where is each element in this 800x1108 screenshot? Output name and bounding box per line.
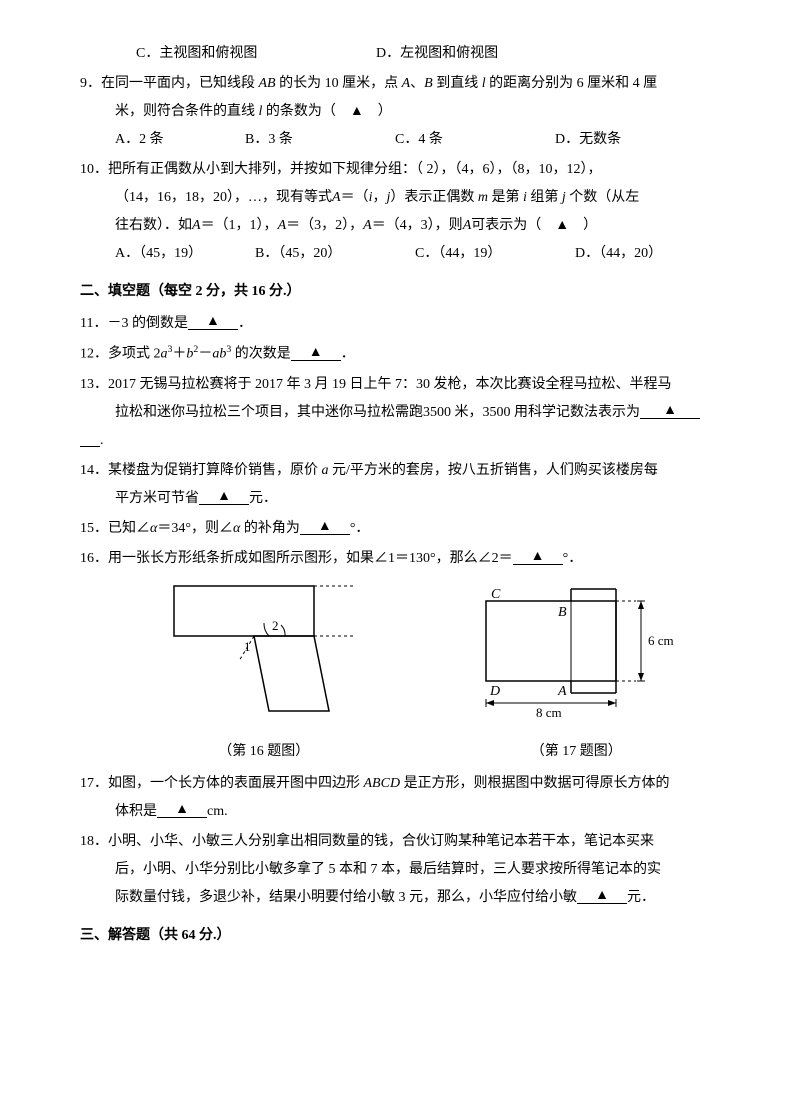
q9-opt-b: B．3 条 (245, 126, 395, 154)
q9-opt-c: C．4 条 (395, 126, 555, 154)
figures-row: 1 2 （第 16 题图） C B D A 8 cm (115, 581, 740, 766)
q16: 16．用一张长方形纸条折成如图所示图形，如果∠1＝130°，那么∠2＝▲°． (80, 545, 740, 573)
angle1-label: 1 (244, 639, 251, 654)
q10-opt-d: D．（44，20） (575, 240, 662, 268)
q11: 11．－3 的倒数是▲． (80, 310, 740, 338)
q10-opt-c: C．（44，19） (415, 240, 575, 268)
fig17: C B D A 8 cm 6 cm （第 17 题图） (466, 581, 686, 766)
svg-text:A: A (557, 684, 567, 699)
fig16-caption: （第 16 题图） (169, 738, 359, 766)
angle2-label: 2 (272, 618, 279, 633)
q10: 10．把所有正偶数从小到大排列，并按如下规律分组：（ 2），（4，6），（8，1… (80, 156, 740, 268)
q15: 15．已知∠α＝34°，则∠α 的补角为▲°． (80, 515, 740, 543)
q18: 18．小明、小华、小敏三人分别拿出相同数量的钱，合伙订购某种笔记本若干本，笔记本… (80, 828, 740, 912)
q14: 14．某楼盘为促销打算降价销售，原价 a 元/平方米的套房，按八五折销售，人们购… (80, 457, 740, 513)
fig16: 1 2 （第 16 题图） (169, 581, 359, 766)
q17: 17．如图，一个长方体的表面展开图中四边形 ABCD 是正方形，则根据图中数据可… (80, 770, 740, 826)
opt-c: C．主视图和俯视图 (136, 40, 376, 68)
svg-text:B: B (558, 605, 567, 620)
q9-opt-a: A．2 条 (115, 126, 245, 154)
section2-header: 二、填空题（每空 2 分，共 16 分.） (80, 278, 740, 306)
opt-d: D．左视图和俯视图 (376, 40, 498, 68)
q10-opt-b: B．（45，20） (255, 240, 415, 268)
fig17-caption: （第 17 题图） (466, 738, 686, 766)
q-prev-options: C．主视图和俯视图 D．左视图和俯视图 (80, 40, 740, 68)
section3-header: 三、解答题（共 64 分.） (80, 922, 740, 950)
q10-num: 10． (80, 162, 108, 177)
q12: 12．多项式 2a3＋b2－ab3 的次数是▲． (80, 340, 740, 369)
svg-text:C: C (491, 587, 501, 602)
q9-opt-d: D．无数条 (555, 126, 621, 154)
q13: 13．2017 无锡马拉松赛将于 2017 年 3 月 19 日上午 7：30 … (80, 371, 740, 455)
svg-text:8 cm: 8 cm (536, 705, 562, 720)
q9: 9．在同一平面内，已知线段 AB 的长为 10 厘米，点 A、B 到直线 l 的… (80, 70, 740, 154)
svg-text:6 cm: 6 cm (648, 633, 674, 648)
q10-opt-a: A．（45，19） (115, 240, 255, 268)
svg-text:D: D (489, 684, 500, 699)
q9-num: 9． (80, 76, 101, 91)
